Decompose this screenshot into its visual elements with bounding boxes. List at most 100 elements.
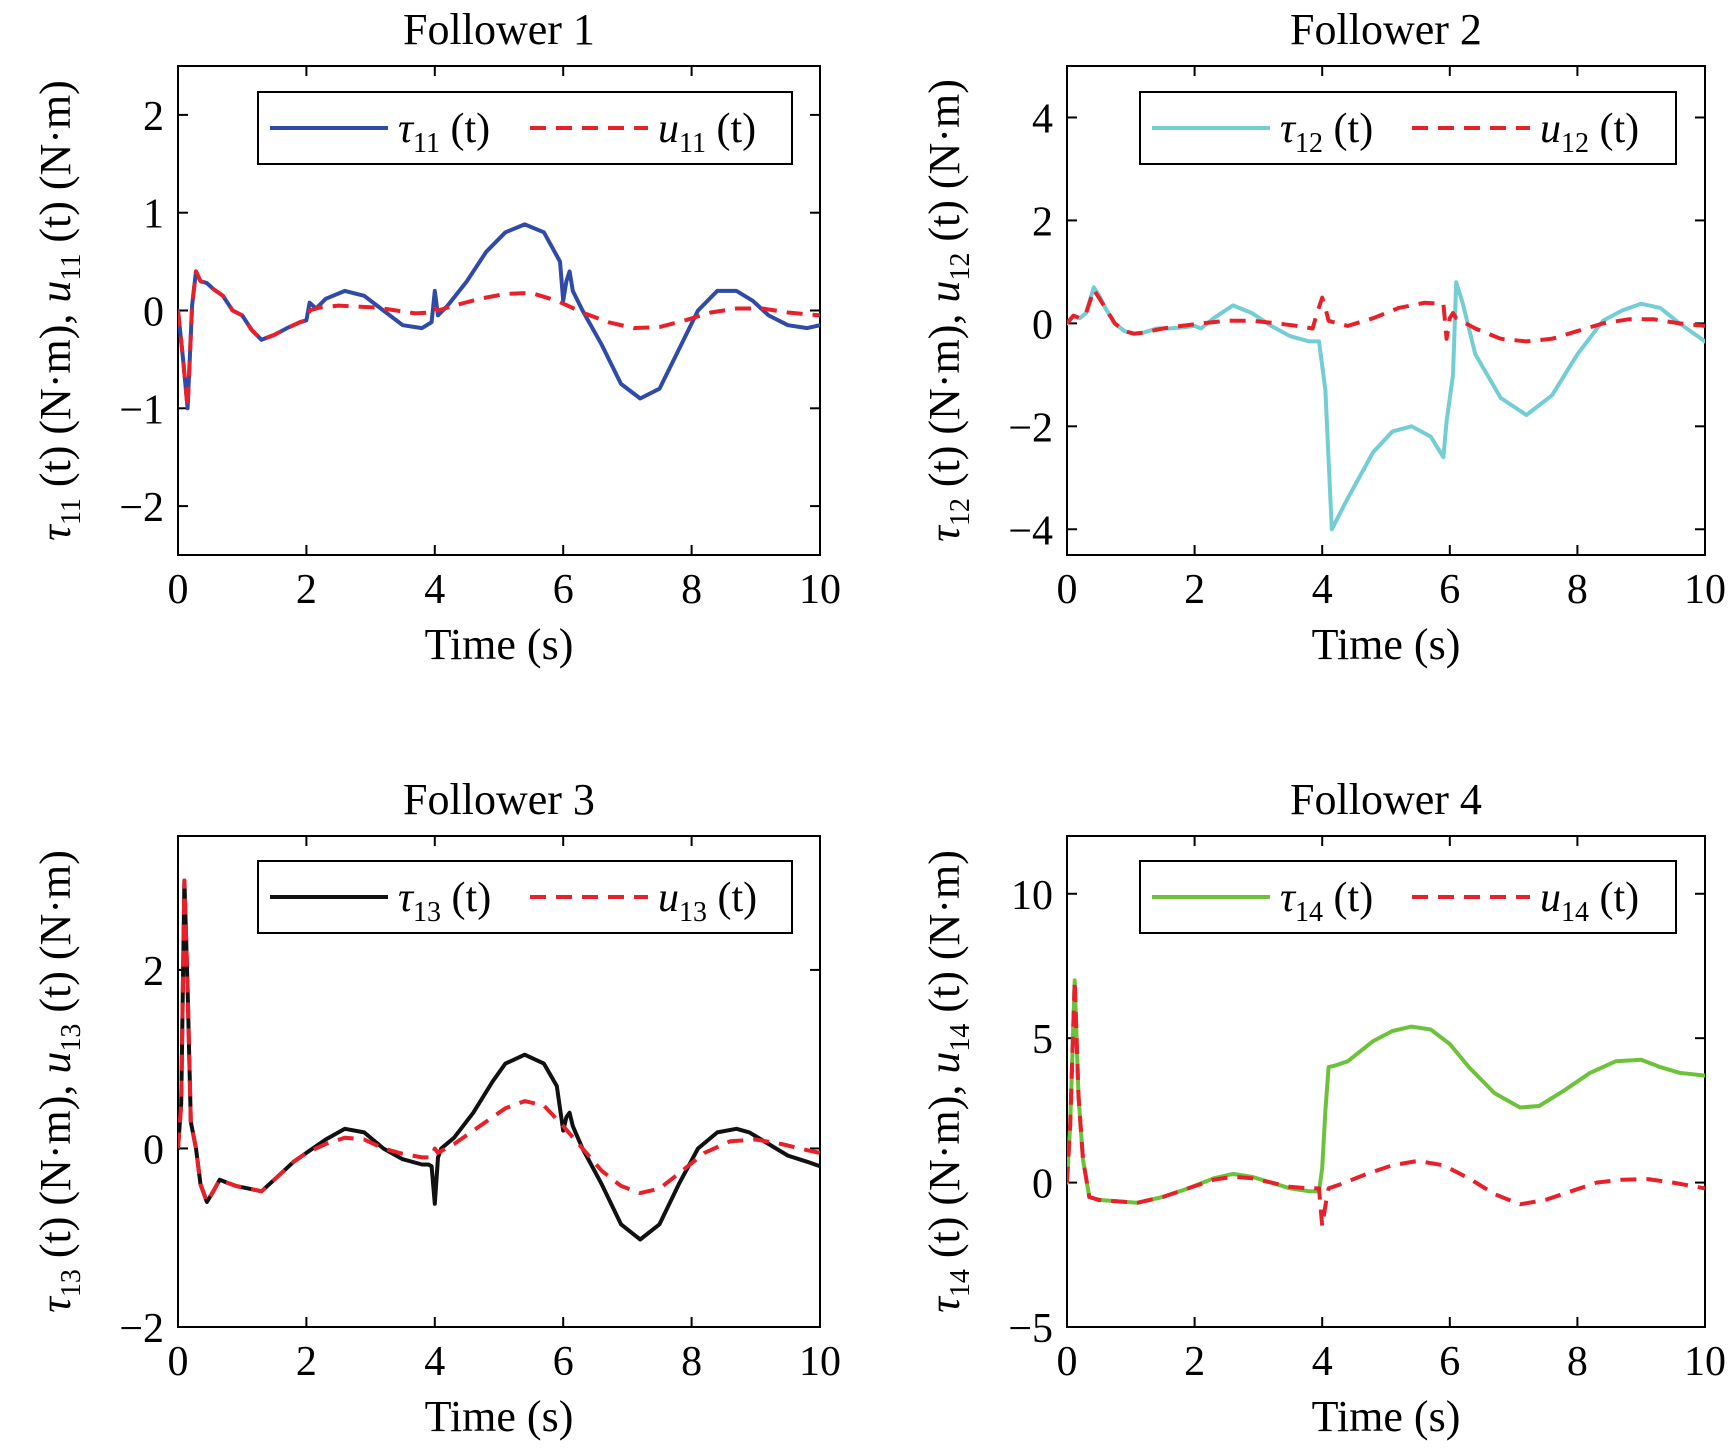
- y-tick-label: 5: [1032, 1017, 1053, 1063]
- legend-label-2: u13 (t): [658, 875, 757, 928]
- y-tick-label: −4: [1008, 508, 1053, 554]
- legend-sub: 14: [1295, 897, 1323, 928]
- x-tick-label: 0: [1057, 1339, 1078, 1385]
- legend-sym: τ: [398, 875, 415, 921]
- legend-label-2: u14 (t): [1540, 875, 1639, 928]
- x-tick-label: 0: [1057, 567, 1078, 613]
- y-label-end: (t) (N·m): [920, 79, 969, 253]
- y-label-sym2: u: [920, 1052, 969, 1074]
- legend-sub: 12: [1295, 128, 1323, 159]
- y-label-sym1: τ: [920, 1295, 969, 1313]
- chart-title: Follower 1: [403, 5, 595, 54]
- y-tick-label: −2: [1008, 405, 1053, 451]
- legend-sub: 12: [1561, 128, 1589, 159]
- chart-title: Follower 2: [1290, 5, 1482, 54]
- x-tick-label: 2: [1184, 1339, 1205, 1385]
- series-line-2: [178, 269, 820, 411]
- series-line-2: [1067, 287, 1705, 344]
- legend-arg: (t): [441, 875, 491, 921]
- y-label-sym1: τ: [31, 523, 80, 541]
- legend-arg: (t): [1589, 106, 1639, 152]
- legend-arg: (t): [706, 106, 756, 152]
- x-tick-label: 6: [553, 1339, 574, 1385]
- x-tick-label: 0: [168, 567, 189, 613]
- y-axis-label: τ13 (t) (N·m), u13 (t) (N·m): [31, 850, 87, 1313]
- y-label-sym2: u: [31, 1052, 80, 1074]
- y-tick-label: 4: [1032, 96, 1053, 142]
- plot-frame: [1066, 65, 1706, 556]
- chart-title: Follower 4: [1290, 775, 1482, 824]
- chart-title: Follower 3: [403, 775, 595, 824]
- y-tick-label: 0: [143, 1127, 164, 1173]
- plot-frame: [177, 835, 821, 1328]
- y-tick-label: 2: [143, 949, 164, 995]
- y-label-mid: (t) (N·m),: [31, 303, 80, 499]
- legend: τ14 (t) u14 (t): [1139, 860, 1677, 934]
- y-tick-label: −1: [119, 387, 164, 433]
- y-label-mid: (t) (N·m),: [31, 1074, 80, 1270]
- legend-arg: (t): [1323, 875, 1373, 921]
- legend-arg: (t): [1323, 106, 1373, 152]
- y-label-sym1: τ: [920, 524, 969, 542]
- x-tick-label: 6: [1439, 1339, 1460, 1385]
- plot-frame: [1066, 835, 1706, 1328]
- y-axis-label: τ11 (t) (N·m), u11 (t) (N·m): [31, 80, 87, 541]
- legend-label-2: u12 (t): [1540, 106, 1639, 159]
- x-tick-label: 10: [1684, 567, 1726, 613]
- y-label-sym2: u: [31, 281, 80, 303]
- legend-label-1: τ14 (t): [1280, 875, 1373, 928]
- y-tick-label: −2: [119, 485, 164, 531]
- legend-sym: u: [1540, 106, 1561, 152]
- x-tick-label: 2: [296, 1339, 317, 1385]
- x-tick-label: 4: [424, 567, 445, 613]
- y-label-sym1: τ: [31, 1295, 80, 1313]
- y-tick-label: 0: [1032, 1162, 1053, 1208]
- y-tick-label: −5: [1008, 1306, 1053, 1352]
- legend: τ12 (t) u12 (t): [1139, 91, 1677, 165]
- y-tick-label: 1: [143, 192, 164, 238]
- x-tick-label: 10: [799, 1339, 841, 1385]
- legend-sym: u: [1540, 875, 1561, 921]
- x-axis-label: Time (s): [1312, 1392, 1461, 1441]
- series-line-1: [1067, 280, 1705, 532]
- y-tick-label: −2: [119, 1306, 164, 1352]
- y-tick-label: 2: [143, 94, 164, 140]
- legend-label-1: τ13 (t): [398, 875, 491, 928]
- legend-sub: 13: [413, 897, 441, 928]
- x-tick-label: 8: [681, 567, 702, 613]
- y-label-sub2: 13: [56, 1024, 87, 1052]
- series-line-2: [178, 878, 820, 1204]
- y-axis-label: τ12 (t) (N·m), u12 (t) (N·m): [920, 79, 976, 542]
- legend-sym: τ: [1280, 875, 1297, 921]
- y-label-end: (t) (N·m): [920, 850, 969, 1024]
- y-axis-label: τ14 (t) (N·m), u14 (t) (N·m): [920, 850, 976, 1313]
- x-tick-label: 8: [1567, 1339, 1588, 1385]
- series-line-1: [178, 222, 820, 411]
- legend-sub: 11: [679, 128, 706, 159]
- x-tick-label: 8: [681, 1339, 702, 1385]
- legend-label-1: τ11 (t): [398, 106, 490, 159]
- y-label-sub1: 13: [56, 1269, 87, 1297]
- y-label-end: (t) (N·m): [31, 850, 80, 1024]
- x-tick-label: 4: [424, 1339, 445, 1385]
- y-label-sub2: 14: [945, 1024, 976, 1052]
- x-tick-label: 4: [1312, 1339, 1333, 1385]
- x-tick-label: 2: [1184, 567, 1205, 613]
- legend-sym: τ: [1280, 106, 1297, 152]
- series-line-2: [1067, 978, 1705, 1228]
- y-label-sub1: 11: [56, 498, 87, 525]
- legend-label-2: u11 (t): [658, 106, 756, 159]
- y-label-end: (t) (N·m): [31, 80, 80, 254]
- x-tick-label: 4: [1312, 567, 1333, 613]
- y-label-sub1: 12: [945, 498, 976, 526]
- y-label-mid: (t) (N·m),: [920, 303, 969, 499]
- x-axis-label: Time (s): [1312, 620, 1461, 669]
- legend-sym: τ: [398, 106, 415, 152]
- legend-sub: 13: [679, 897, 707, 928]
- legend-sub: 11: [413, 128, 440, 159]
